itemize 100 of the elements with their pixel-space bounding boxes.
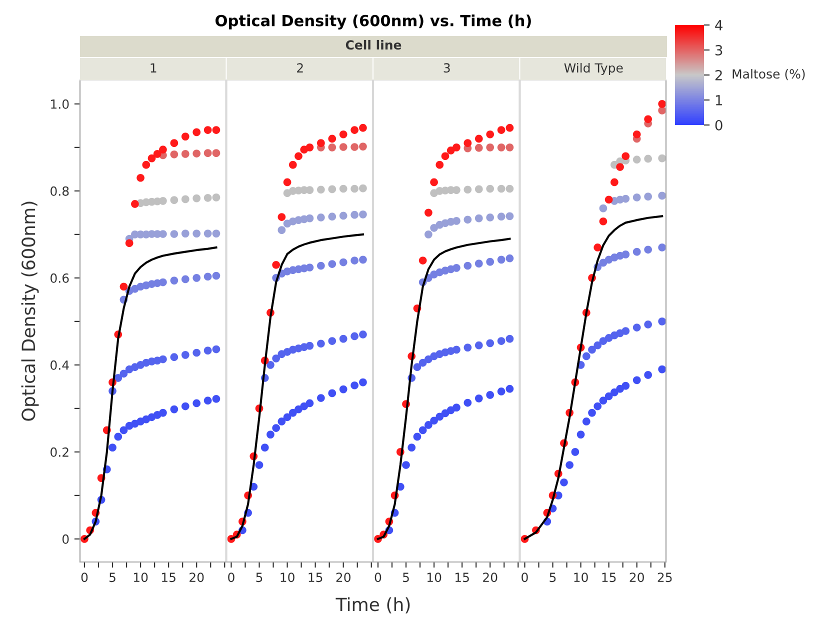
point <box>359 210 367 218</box>
point <box>350 143 358 151</box>
point <box>632 376 641 384</box>
point <box>474 394 483 402</box>
x-tick-label: 20 <box>190 572 204 582</box>
point <box>486 258 494 266</box>
point <box>159 230 167 238</box>
point <box>114 432 122 441</box>
point <box>506 334 514 343</box>
point <box>474 134 483 143</box>
point <box>506 144 514 152</box>
point <box>306 144 314 152</box>
point <box>359 124 367 132</box>
point <box>644 371 652 379</box>
x-tick-label: 0 <box>374 572 382 582</box>
point <box>506 384 514 393</box>
point <box>582 418 590 426</box>
point <box>413 432 422 441</box>
x-tick-label: 10 <box>280 572 294 582</box>
x-tick-label: 5 <box>550 572 556 582</box>
point <box>339 212 348 220</box>
point <box>120 370 128 378</box>
point <box>430 224 438 232</box>
point <box>441 152 450 160</box>
point <box>599 396 608 405</box>
point <box>632 248 641 256</box>
y-tick-label: 1.0 <box>51 99 69 109</box>
point <box>418 426 427 434</box>
point <box>632 194 641 202</box>
text: Time (h) <box>336 597 410 614</box>
point <box>136 174 144 182</box>
point <box>474 260 483 268</box>
point <box>452 144 460 152</box>
point <box>328 389 336 398</box>
point <box>497 144 506 152</box>
point <box>408 444 416 452</box>
point <box>359 330 367 338</box>
point <box>131 200 139 208</box>
point <box>170 196 178 204</box>
point <box>604 196 613 204</box>
point <box>350 184 358 193</box>
point <box>413 363 422 372</box>
point <box>622 327 630 335</box>
x-tick-label: 15 <box>602 572 616 582</box>
x-tick-label: 15 <box>162 572 176 582</box>
point <box>317 262 325 270</box>
point <box>566 461 574 469</box>
point <box>339 184 348 193</box>
point <box>604 392 613 400</box>
point <box>317 340 325 348</box>
point <box>255 461 264 469</box>
point <box>212 230 220 238</box>
point <box>181 150 190 158</box>
point <box>170 353 178 362</box>
chart-title: 2 <box>297 63 303 72</box>
point <box>474 144 483 152</box>
point <box>616 163 624 171</box>
point <box>497 388 506 396</box>
point <box>283 413 292 422</box>
x-tick-label: 10 <box>574 572 588 582</box>
x-tick-label: 20 <box>336 572 350 582</box>
point <box>283 178 292 186</box>
point <box>212 345 220 354</box>
point <box>632 156 641 164</box>
point <box>350 332 358 340</box>
point <box>359 256 367 264</box>
point <box>497 337 506 345</box>
point <box>464 216 472 224</box>
point <box>464 344 472 352</box>
point <box>328 134 336 143</box>
point <box>212 194 220 202</box>
point <box>328 144 336 152</box>
color-bar-label: 3 <box>715 44 722 56</box>
point <box>170 405 178 414</box>
text: Cell line <box>346 40 402 50</box>
point <box>192 274 201 282</box>
point <box>294 152 302 160</box>
x-tick-label: 5 <box>403 572 409 582</box>
point <box>159 197 167 205</box>
point <box>644 115 652 124</box>
point <box>339 130 348 138</box>
point <box>192 348 201 357</box>
point <box>212 126 220 134</box>
point <box>424 208 432 217</box>
y-tick-label: 0.8 <box>50 186 69 196</box>
x-tick-label: 20 <box>483 572 498 582</box>
point <box>658 192 666 200</box>
point <box>594 341 602 350</box>
point <box>328 185 336 194</box>
point <box>588 408 596 417</box>
point <box>317 139 325 148</box>
x-tick-label: 5 <box>110 572 116 582</box>
point <box>402 461 410 469</box>
chart-title: 3 <box>444 63 450 73</box>
point <box>486 214 494 222</box>
y-tick-label: 0.4 <box>50 360 69 370</box>
point <box>204 272 212 281</box>
point <box>278 418 286 426</box>
x-tick-label: 20 <box>630 572 644 582</box>
point <box>192 230 201 238</box>
